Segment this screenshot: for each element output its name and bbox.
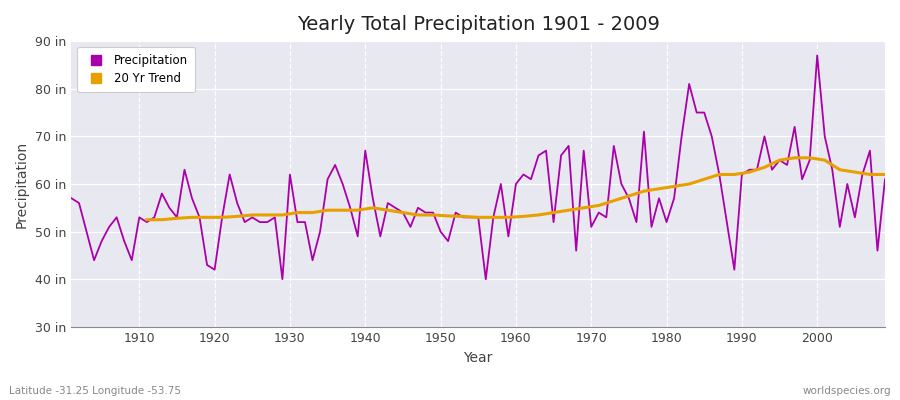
Title: Yearly Total Precipitation 1901 - 2009: Yearly Total Precipitation 1901 - 2009 bbox=[297, 15, 660, 34]
Text: worldspecies.org: worldspecies.org bbox=[803, 386, 891, 396]
Text: Latitude -31.25 Longitude -53.75: Latitude -31.25 Longitude -53.75 bbox=[9, 386, 181, 396]
Y-axis label: Precipitation: Precipitation bbox=[15, 140, 29, 228]
X-axis label: Year: Year bbox=[464, 351, 493, 365]
Legend: Precipitation, 20 Yr Trend: Precipitation, 20 Yr Trend bbox=[77, 47, 195, 92]
